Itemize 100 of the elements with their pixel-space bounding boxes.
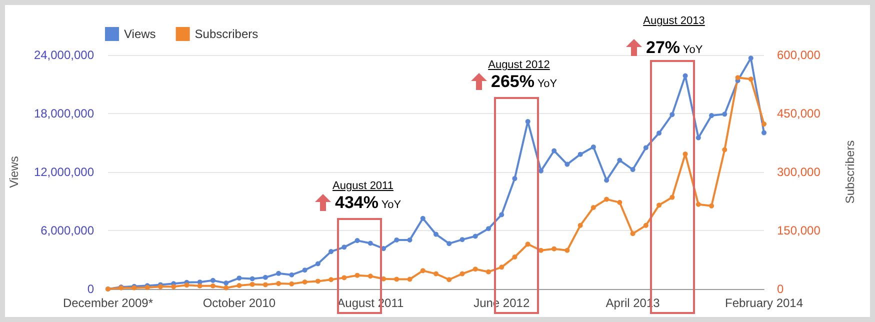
point <box>224 280 229 286</box>
point <box>578 222 583 228</box>
point <box>682 73 688 78</box>
y2-tick-label: 150,000 <box>777 224 821 238</box>
x-tick-label: December 2009* <box>62 296 154 310</box>
point <box>617 200 622 205</box>
annotation: 27% YoY <box>646 38 703 58</box>
point <box>368 240 373 246</box>
point <box>302 268 308 273</box>
point <box>696 135 701 140</box>
annotation: 434% YoY <box>335 193 402 213</box>
point <box>250 282 255 287</box>
x-tick-label: February 2014 <box>724 296 804 310</box>
point <box>643 145 648 150</box>
point <box>342 244 347 250</box>
point <box>262 282 268 288</box>
y2-tick-label: 0 <box>777 282 784 296</box>
point <box>552 148 557 154</box>
point <box>486 269 491 274</box>
point <box>446 241 452 246</box>
point <box>407 276 412 282</box>
point <box>670 112 675 118</box>
point <box>197 283 202 288</box>
point <box>682 152 688 157</box>
point <box>276 281 282 286</box>
point <box>525 242 530 247</box>
y2-tick-label: 450,000 <box>777 106 821 120</box>
point <box>250 276 255 282</box>
point <box>722 147 728 152</box>
point <box>460 271 465 276</box>
text: August 2013 <box>643 15 705 27</box>
y2-tick-label: 300,000 <box>777 165 821 179</box>
y-tick-label: 0 <box>87 282 94 296</box>
point <box>552 246 557 252</box>
point <box>656 130 662 136</box>
point <box>434 271 438 276</box>
point <box>394 276 400 282</box>
point <box>709 203 714 208</box>
point <box>289 281 294 286</box>
point <box>289 272 294 278</box>
point <box>472 234 478 239</box>
point <box>722 112 728 117</box>
point <box>342 275 347 280</box>
point <box>762 130 766 136</box>
point <box>210 283 216 288</box>
point <box>315 278 320 284</box>
point <box>630 167 636 172</box>
legend-label: Views <box>124 27 156 41</box>
point <box>590 144 596 150</box>
y-tick-label: 18,000,000 <box>34 106 94 120</box>
point <box>512 176 518 182</box>
point <box>696 202 701 207</box>
point <box>184 282 190 288</box>
annotation: 265% YoY <box>491 72 558 92</box>
point <box>368 274 373 279</box>
point <box>762 122 766 127</box>
point <box>354 272 360 278</box>
y-tick-label: 24,000,000 <box>34 48 94 62</box>
legend-label: Subscribers <box>194 27 258 41</box>
point <box>171 284 176 290</box>
point <box>224 285 229 290</box>
point <box>643 222 648 228</box>
point <box>617 158 622 163</box>
point <box>564 162 570 167</box>
point <box>512 254 518 260</box>
point <box>604 178 610 183</box>
point <box>420 268 426 274</box>
point <box>630 231 636 236</box>
point <box>394 237 400 242</box>
point <box>446 277 452 282</box>
point <box>590 204 596 210</box>
point <box>460 237 465 242</box>
y2-axis-title: Subscribers <box>843 140 857 204</box>
point <box>748 56 754 61</box>
point <box>670 194 675 200</box>
point <box>656 202 662 208</box>
point <box>499 264 504 270</box>
point <box>302 279 308 284</box>
point <box>499 212 504 218</box>
x-tick-label: October 2010 <box>202 296 276 310</box>
point <box>578 152 583 157</box>
point <box>236 282 242 288</box>
point <box>434 232 438 237</box>
point <box>748 76 754 82</box>
point <box>328 277 334 282</box>
point <box>525 118 530 124</box>
annotation: August 2012 <box>488 59 550 71</box>
point <box>328 249 334 254</box>
point <box>407 237 412 242</box>
point <box>564 248 570 253</box>
y2-tick-label: 600,000 <box>777 48 821 62</box>
point <box>486 226 491 232</box>
point <box>604 196 610 202</box>
y-tick-label: 12,000,000 <box>34 165 94 179</box>
point <box>420 216 426 221</box>
point <box>315 261 320 266</box>
point <box>354 238 360 244</box>
point <box>262 274 268 280</box>
point <box>709 113 714 118</box>
point <box>210 278 216 283</box>
